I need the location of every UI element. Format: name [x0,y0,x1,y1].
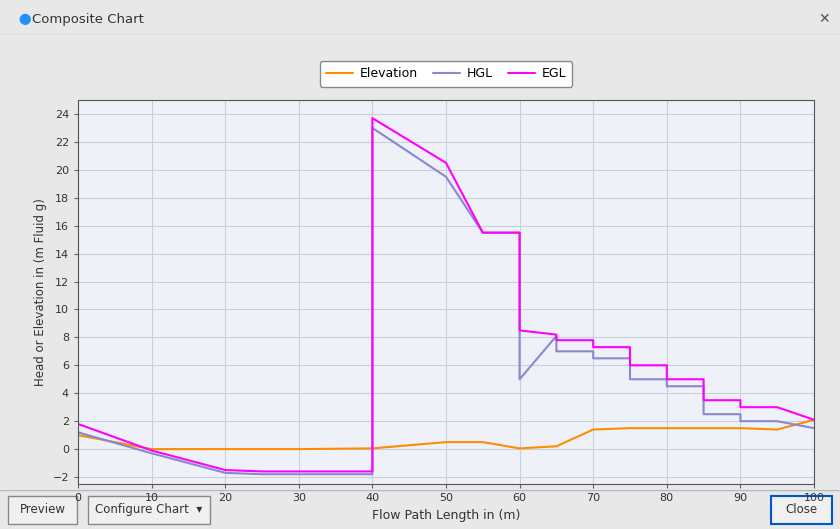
Elevation [625,425,635,431]
HGL [515,230,525,236]
Elevation [367,445,377,452]
HGL [257,471,267,477]
HGL [515,376,525,382]
Legend: Elevation, HGL, EGL: Elevation, HGL, EGL [320,61,572,87]
EGL [662,362,672,369]
Line: HGL: HGL [78,128,814,474]
EGL [662,376,672,382]
FancyBboxPatch shape [88,496,210,524]
Elevation [294,446,304,452]
HGL [588,348,598,354]
HGL [735,418,745,424]
EGL [294,468,304,475]
HGL [662,376,672,382]
HGL [146,450,156,457]
Elevation [73,432,83,439]
EGL [625,362,635,369]
X-axis label: Flow Path Length in (m): Flow Path Length in (m) [372,508,520,522]
Elevation [551,443,561,450]
EGL [809,417,819,423]
HGL [294,471,304,477]
EGL [772,404,782,411]
EGL [735,397,745,404]
Line: Elevation: Elevation [78,420,814,449]
HGL [478,230,488,236]
Text: Close: Close [785,503,817,516]
HGL [220,470,230,476]
Elevation [257,446,267,452]
Elevation [478,439,488,445]
Text: Composite Chart: Composite Chart [32,13,144,26]
HGL [625,376,635,382]
FancyBboxPatch shape [771,496,832,524]
FancyBboxPatch shape [8,496,77,524]
Text: Preview: Preview [20,503,66,516]
HGL [73,429,83,435]
EGL [551,337,561,343]
EGL [367,468,377,475]
Line: EGL: EGL [78,118,814,471]
HGL [441,174,451,180]
EGL [441,160,451,166]
HGL [735,411,745,417]
EGL [367,115,377,121]
HGL [699,383,709,389]
Elevation [146,446,156,452]
EGL [73,421,83,427]
EGL [588,337,598,343]
EGL [699,397,709,404]
EGL [588,344,598,350]
HGL [625,355,635,361]
HGL [809,425,819,431]
Elevation [735,425,745,431]
Elevation [441,439,451,445]
EGL [699,376,709,382]
HGL [699,411,709,417]
Text: ✕: ✕ [818,12,830,26]
EGL [220,467,230,473]
HGL [551,333,561,339]
Elevation [662,425,672,431]
Elevation [515,445,525,452]
Elevation [809,417,819,423]
EGL [257,468,267,475]
HGL [588,355,598,361]
Text: ⬤: ⬤ [18,14,31,25]
EGL [478,230,488,236]
Elevation [699,425,709,431]
Y-axis label: Head or Elevation in (m Fluid g): Head or Elevation in (m Fluid g) [34,198,47,386]
EGL [625,344,635,350]
EGL [551,331,561,338]
Text: Configure Chart  ▾: Configure Chart ▾ [96,503,202,516]
HGL [551,348,561,354]
Elevation [220,446,230,452]
EGL [146,448,156,454]
HGL [662,383,672,389]
EGL [515,327,525,334]
HGL [367,471,377,477]
Elevation [772,426,782,433]
HGL [367,125,377,131]
EGL [515,230,525,236]
Elevation [588,426,598,433]
HGL [772,418,782,424]
EGL [735,404,745,411]
